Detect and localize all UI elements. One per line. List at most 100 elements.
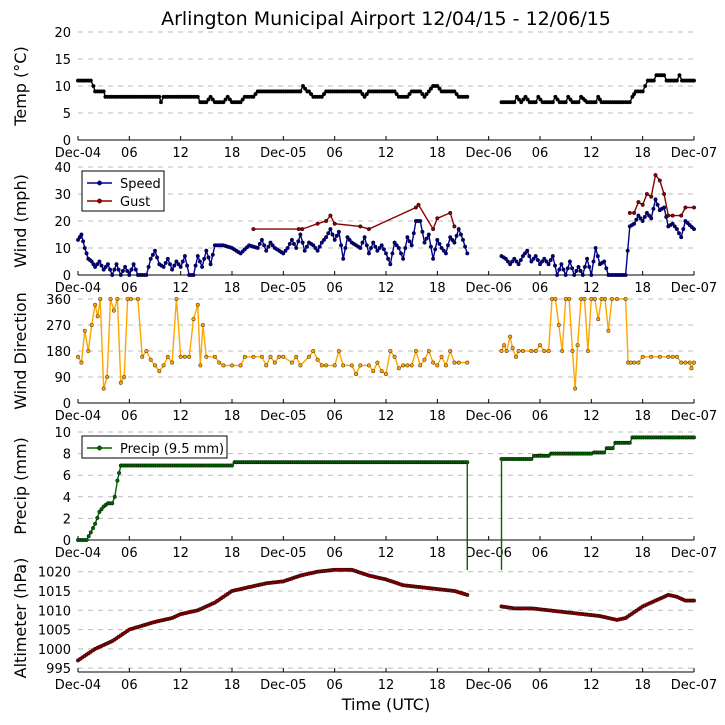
data-point bbox=[535, 258, 540, 263]
data-point bbox=[313, 245, 318, 250]
data-point bbox=[538, 97, 543, 102]
data-point bbox=[105, 375, 110, 380]
data-point bbox=[426, 349, 431, 354]
panel-direction: 0 90 180 270 360 Dec-04 06 12 18 Dec-05 06 12 18 Dec-… bbox=[11, 292, 717, 424]
legend: Speed Gust bbox=[81, 170, 165, 212]
data-point bbox=[178, 354, 183, 359]
data-point bbox=[322, 92, 327, 97]
data-point bbox=[439, 245, 444, 250]
data-point bbox=[689, 366, 694, 371]
x-tick-label: Dec-04 bbox=[55, 281, 101, 296]
data-point bbox=[112, 494, 117, 499]
data-point bbox=[259, 354, 264, 359]
data-point bbox=[435, 216, 440, 221]
data-point bbox=[556, 323, 561, 328]
series-line bbox=[77, 298, 468, 389]
data-point bbox=[418, 218, 423, 223]
data-point bbox=[384, 251, 389, 256]
data-point bbox=[311, 349, 316, 354]
data-point bbox=[82, 245, 87, 250]
data-point bbox=[441, 248, 446, 253]
x-tick-label: 18 bbox=[634, 146, 651, 161]
data-point bbox=[502, 343, 507, 348]
data-point bbox=[437, 86, 442, 91]
data-point bbox=[298, 89, 303, 94]
data-point bbox=[97, 259, 102, 264]
data-point bbox=[640, 218, 645, 223]
data-point bbox=[319, 240, 324, 245]
data-point bbox=[570, 349, 575, 354]
x-tick-label: 18 bbox=[224, 281, 241, 296]
data-point bbox=[674, 354, 679, 359]
data-point bbox=[692, 598, 697, 603]
x-tick-label: 12 bbox=[378, 546, 395, 561]
data-point bbox=[394, 92, 399, 97]
data-point bbox=[405, 235, 410, 240]
data-point bbox=[634, 217, 639, 222]
legend-marker bbox=[97, 445, 102, 451]
data-point bbox=[465, 251, 470, 256]
data-point bbox=[315, 357, 320, 362]
data-point bbox=[328, 213, 333, 218]
series-altimeter bbox=[75, 567, 697, 663]
data-point bbox=[587, 264, 592, 269]
data-point bbox=[262, 243, 267, 248]
data-point bbox=[227, 97, 232, 102]
x-tick-label: 18 bbox=[429, 678, 446, 693]
data-point bbox=[649, 216, 654, 221]
chart-title: Arlington Municipal Airport 12/04/15 - 1… bbox=[161, 8, 611, 30]
data-point bbox=[304, 244, 309, 249]
data-point bbox=[657, 354, 662, 359]
data-point bbox=[546, 349, 551, 354]
data-point bbox=[525, 97, 530, 102]
data-point bbox=[324, 363, 329, 368]
x-tick-label: 18 bbox=[224, 546, 241, 561]
x-tick-label: 06 bbox=[121, 409, 138, 424]
data-point bbox=[640, 89, 645, 94]
data-point bbox=[336, 229, 341, 234]
data-point bbox=[649, 194, 654, 199]
data-point bbox=[452, 89, 457, 94]
data-point bbox=[253, 92, 258, 97]
data-point bbox=[610, 446, 615, 451]
data-point bbox=[456, 227, 461, 232]
data-point bbox=[670, 213, 675, 218]
data-point bbox=[148, 357, 153, 362]
data-point bbox=[182, 254, 187, 259]
data-point bbox=[443, 251, 448, 256]
data-point bbox=[144, 273, 149, 278]
y-tick-label: 0 bbox=[63, 269, 71, 284]
data-point bbox=[456, 360, 461, 365]
data-point bbox=[360, 92, 365, 97]
data-point bbox=[79, 232, 84, 237]
data-point bbox=[512, 256, 517, 261]
data-point bbox=[377, 245, 382, 250]
y-tick-label: 995 bbox=[46, 662, 71, 677]
data-point bbox=[375, 248, 380, 253]
data-point bbox=[409, 363, 414, 368]
data-point bbox=[101, 386, 106, 391]
data-point bbox=[148, 256, 153, 261]
data-point bbox=[373, 244, 378, 249]
x-tick-label: 12 bbox=[378, 281, 395, 296]
data-point bbox=[112, 267, 117, 272]
y-tick-label: 6 bbox=[63, 469, 71, 484]
data-point bbox=[670, 221, 675, 226]
data-point bbox=[125, 297, 130, 302]
data-point bbox=[550, 254, 555, 259]
data-point bbox=[636, 200, 641, 205]
data-point bbox=[593, 100, 598, 105]
data-point bbox=[593, 245, 598, 250]
data-point bbox=[330, 232, 335, 237]
panel-altimeter: 995 1000 1005 1010 1015 1020 Dec-04 06 12 18 Dec-0… bbox=[11, 558, 717, 693]
data-point bbox=[315, 221, 320, 226]
data-point bbox=[563, 273, 568, 278]
data-point bbox=[465, 360, 470, 365]
data-point bbox=[687, 360, 692, 365]
data-point bbox=[257, 241, 262, 246]
data-point bbox=[379, 369, 384, 374]
x-tick-label: 06 bbox=[532, 281, 549, 296]
data-point bbox=[448, 349, 453, 354]
data-point bbox=[324, 235, 329, 240]
data-point bbox=[580, 273, 585, 278]
